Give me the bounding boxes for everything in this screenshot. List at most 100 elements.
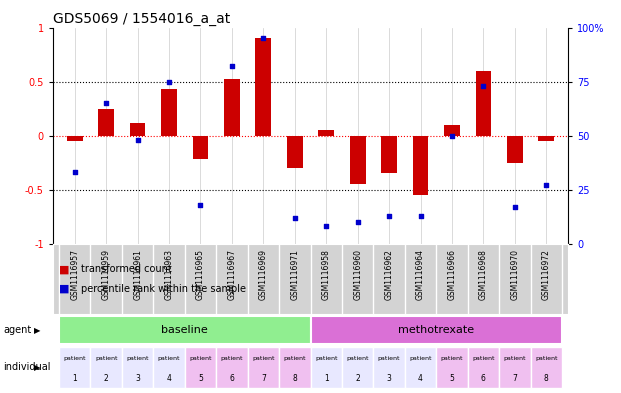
Point xyxy=(227,63,237,70)
Text: 5: 5 xyxy=(450,374,455,383)
Text: patient: patient xyxy=(441,356,463,361)
Point xyxy=(415,212,425,219)
Text: patient: patient xyxy=(284,356,306,361)
Point xyxy=(164,78,174,84)
Bar xyxy=(153,347,185,388)
Bar xyxy=(310,347,342,388)
Text: 3: 3 xyxy=(135,374,140,383)
Bar xyxy=(130,123,145,136)
Text: GSM1116965: GSM1116965 xyxy=(196,249,205,300)
Bar xyxy=(310,316,562,344)
Text: ▶: ▶ xyxy=(34,363,40,372)
Text: patient: patient xyxy=(127,356,149,361)
Text: GSM1116959: GSM1116959 xyxy=(102,249,111,300)
Text: GSM1116971: GSM1116971 xyxy=(290,249,299,300)
Text: 7: 7 xyxy=(512,374,517,383)
Bar xyxy=(161,89,177,136)
Point xyxy=(321,223,331,230)
Bar xyxy=(216,347,248,388)
Text: 8: 8 xyxy=(544,374,548,383)
Point xyxy=(196,202,206,208)
Text: patient: patient xyxy=(535,356,558,361)
Bar xyxy=(122,347,153,388)
Bar xyxy=(412,136,428,195)
Bar xyxy=(436,347,468,388)
Text: 4: 4 xyxy=(166,374,171,383)
Point xyxy=(542,182,551,188)
Bar xyxy=(279,347,310,388)
Point xyxy=(101,100,111,106)
Text: 5: 5 xyxy=(198,374,203,383)
Text: patient: patient xyxy=(409,356,432,361)
Text: 1: 1 xyxy=(324,374,329,383)
Point xyxy=(133,137,143,143)
Text: agent: agent xyxy=(3,325,31,335)
Bar xyxy=(530,347,562,388)
Point xyxy=(353,219,363,225)
Bar xyxy=(350,136,366,184)
Text: 1: 1 xyxy=(73,374,77,383)
Text: patient: patient xyxy=(504,356,526,361)
Bar xyxy=(476,71,491,136)
Text: patient: patient xyxy=(472,356,494,361)
Bar xyxy=(255,38,271,136)
Bar xyxy=(287,136,302,168)
Text: GSM1116961: GSM1116961 xyxy=(133,249,142,300)
Text: baseline: baseline xyxy=(161,325,208,335)
Text: GSM1116962: GSM1116962 xyxy=(384,249,394,300)
Bar xyxy=(405,347,436,388)
Bar xyxy=(319,130,334,136)
Bar xyxy=(499,347,530,388)
Bar xyxy=(224,79,240,136)
Text: methotrexate: methotrexate xyxy=(398,325,474,335)
Text: 2: 2 xyxy=(104,374,109,383)
Text: patient: patient xyxy=(189,356,212,361)
Point xyxy=(447,132,457,139)
Bar xyxy=(381,136,397,173)
Bar xyxy=(507,136,523,163)
Text: patient: patient xyxy=(315,356,337,361)
Bar xyxy=(342,347,373,388)
Text: 4: 4 xyxy=(418,374,423,383)
Bar xyxy=(91,347,122,388)
Text: 3: 3 xyxy=(387,374,391,383)
Point xyxy=(478,83,488,89)
Text: patient: patient xyxy=(63,356,86,361)
Text: ▶: ▶ xyxy=(34,326,40,334)
Text: patient: patient xyxy=(252,356,274,361)
Text: GSM1116966: GSM1116966 xyxy=(447,249,456,300)
Text: 2: 2 xyxy=(355,374,360,383)
Point xyxy=(290,215,300,221)
Bar xyxy=(193,136,209,159)
Bar xyxy=(468,347,499,388)
Text: ■: ■ xyxy=(59,284,70,294)
Bar xyxy=(373,347,405,388)
Bar xyxy=(59,316,310,344)
Text: patient: patient xyxy=(158,356,180,361)
Point xyxy=(384,212,394,219)
Text: GSM1116960: GSM1116960 xyxy=(353,249,362,300)
Text: 8: 8 xyxy=(292,374,297,383)
Text: patient: patient xyxy=(220,356,243,361)
Text: individual: individual xyxy=(3,362,50,373)
Point xyxy=(510,204,520,210)
Text: patient: patient xyxy=(378,356,401,361)
Point xyxy=(258,35,268,41)
Text: percentile rank within the sample: percentile rank within the sample xyxy=(81,284,246,294)
Text: GSM1116958: GSM1116958 xyxy=(322,249,331,300)
Bar xyxy=(538,136,554,141)
Bar xyxy=(444,125,460,136)
Text: GSM1116963: GSM1116963 xyxy=(165,249,174,300)
Text: GDS5069 / 1554016_a_at: GDS5069 / 1554016_a_at xyxy=(53,13,230,26)
Text: ■: ■ xyxy=(59,264,70,274)
Text: GSM1116969: GSM1116969 xyxy=(259,249,268,300)
Text: GSM1116970: GSM1116970 xyxy=(510,249,519,300)
Text: 7: 7 xyxy=(261,374,266,383)
Bar xyxy=(185,347,216,388)
Text: GSM1116972: GSM1116972 xyxy=(542,249,551,300)
Text: GSM1116964: GSM1116964 xyxy=(416,249,425,300)
Text: 6: 6 xyxy=(481,374,486,383)
Text: patient: patient xyxy=(95,356,117,361)
Text: patient: patient xyxy=(347,356,369,361)
Text: GSM1116968: GSM1116968 xyxy=(479,249,488,300)
